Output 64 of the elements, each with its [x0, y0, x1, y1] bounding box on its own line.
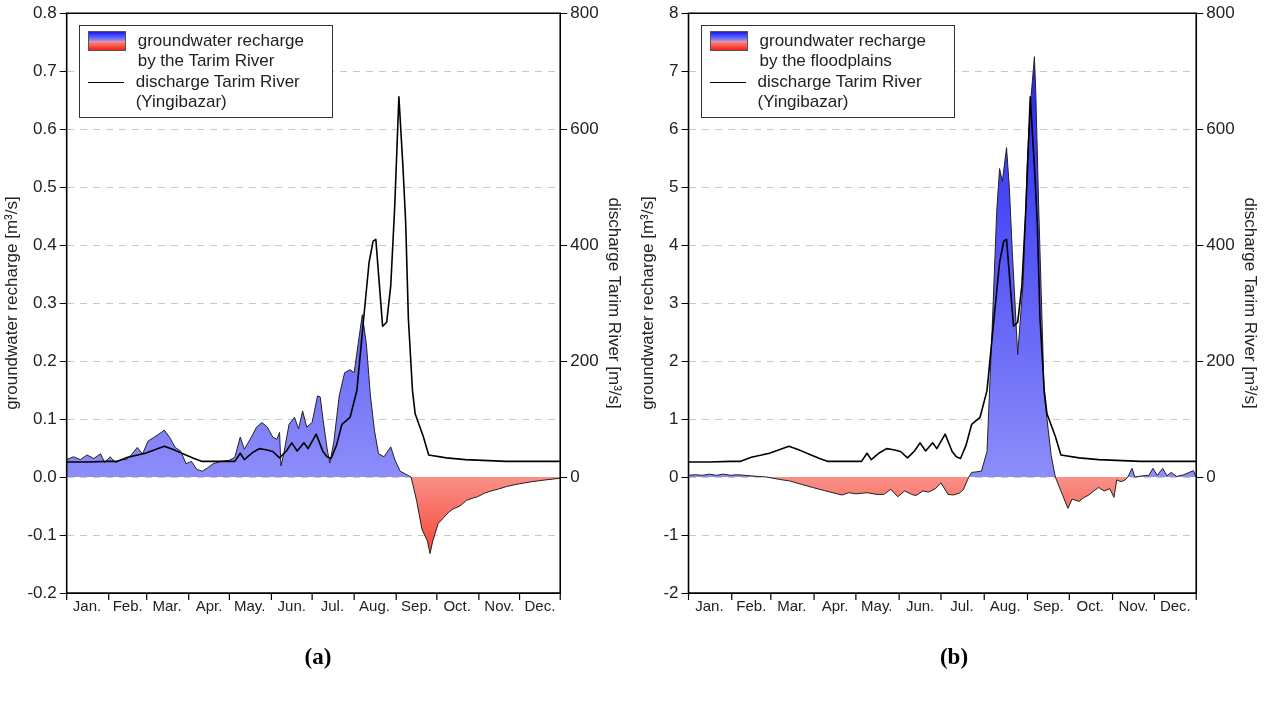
x-tick-label: Aug.: [359, 596, 390, 614]
y2-tick-label: 800: [570, 2, 599, 22]
x-tick-label: Mar.: [152, 596, 182, 614]
y2-tick-label: 0: [570, 466, 580, 486]
y-tick-label: 0.4: [33, 234, 57, 254]
y-tick-label: 0.0: [33, 466, 57, 486]
x-tick-label: Sep.: [1032, 596, 1064, 614]
y2-axis-title: discharge Tarim River [m³/s]: [1241, 197, 1261, 409]
y-tick-label: 0.6: [33, 118, 57, 138]
y-tick-label: 0.8: [33, 2, 57, 22]
x-tick-label: Jan.: [695, 596, 724, 614]
x-tick-label: Nov.: [1118, 596, 1149, 614]
x-tick-label: Dec.: [1159, 596, 1191, 614]
x-tick-label: Nov.: [484, 596, 515, 614]
x-tick-label: Jul.: [320, 596, 345, 614]
x-tick-label: May.: [861, 596, 893, 614]
y2-tick-label: 600: [1206, 118, 1235, 138]
y2-tick-label: 800: [1206, 2, 1235, 22]
y-tick-label: 0.5: [33, 176, 57, 196]
x-tick-label: Aug.: [989, 596, 1021, 614]
x-tick-label: Oct.: [1076, 596, 1104, 614]
legend-label: discharge Tarim River (Yingibazar): [757, 72, 923, 113]
y-tick-label: 5: [669, 176, 679, 196]
y2-tick-label: 400: [1206, 234, 1235, 254]
x-tick-label: May.: [234, 596, 266, 614]
y-axis-title: groundwater recharge [m³/s]: [637, 196, 657, 410]
y-tick-label: 0: [669, 466, 679, 486]
y-tick-label: 3: [669, 292, 679, 312]
y-tick-label: -0.2: [27, 582, 57, 602]
y-tick-label: 0.7: [33, 60, 57, 80]
x-tick-label: Jul.: [950, 596, 974, 614]
y-axis-title: groundwater recharge [m³/s]: [1, 196, 21, 410]
x-tick-label: Jun.: [905, 596, 935, 614]
y-tick-label: 0.3: [33, 292, 57, 312]
y2-tick-label: 600: [570, 118, 599, 138]
x-tick-label: Sep.: [401, 596, 432, 614]
x-tick-label: Dec.: [524, 596, 556, 614]
x-tick-label: Jun.: [277, 596, 306, 614]
y2-tick-label: 200: [570, 350, 599, 370]
x-tick-label: Apr.: [821, 596, 849, 614]
x-tick-label: Oct.: [443, 596, 471, 614]
x-tick-label: Feb.: [112, 596, 143, 614]
y2-tick-label: 0: [1206, 466, 1216, 486]
y-tick-label: 6: [669, 118, 679, 138]
legend-label: discharge Tarim River (Yingibazar): [135, 72, 301, 113]
x-tick-label: Apr.: [195, 596, 223, 614]
text: (a): [303, 644, 333, 670]
text: (b): [938, 644, 970, 670]
x-tick-label: Mar.: [777, 596, 807, 614]
x-tick-label: Jan.: [72, 596, 102, 614]
y-tick-label: 1: [669, 408, 679, 428]
x-tick-label: Feb.: [736, 596, 767, 614]
y-tick-label: 0.1: [33, 408, 57, 428]
y-tick-label: -2: [663, 582, 679, 602]
y2-tick-label: 400: [570, 234, 599, 254]
y-tick-label: 2: [669, 350, 679, 370]
y-tick-label: -1: [663, 524, 679, 544]
y2-axis-title: discharge Tarim River [m³/s]: [605, 197, 625, 409]
y-tick-label: -0.1: [27, 524, 57, 544]
y2-tick-label: 200: [1206, 350, 1235, 370]
y-tick-label: 7: [669, 60, 679, 80]
y-tick-label: 0.2: [33, 350, 57, 370]
y-tick-label: 4: [669, 234, 679, 254]
y-tick-label: 8: [669, 2, 679, 22]
